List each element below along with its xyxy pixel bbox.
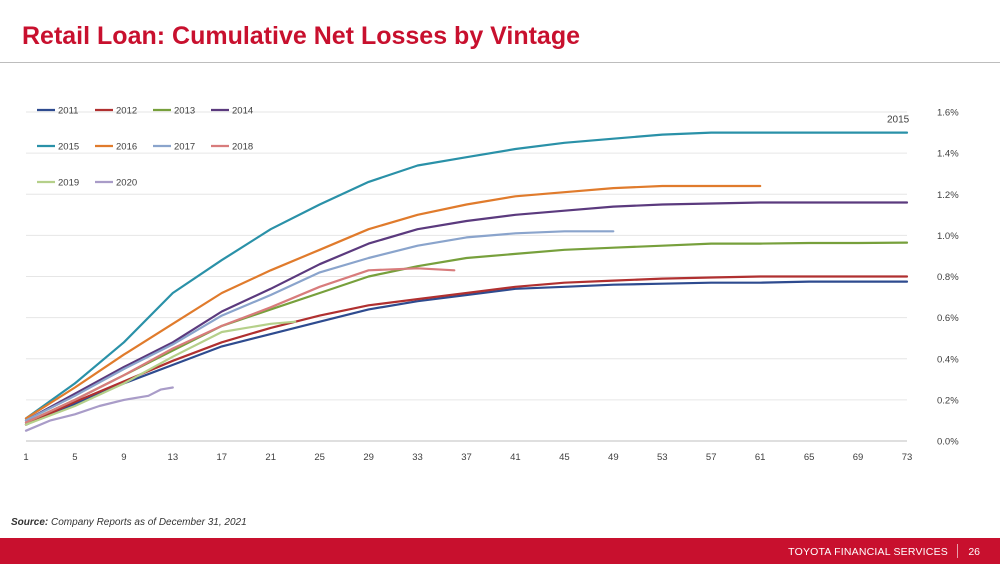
source-text: Company Reports as of December 31, 2021	[48, 517, 247, 528]
series-line-2011	[24, 280, 909, 426]
legend-label-2015: 2015	[58, 142, 79, 153]
chart-axes: 0.0% 0.2% 0.4% 0.6% 0.8% 1.0% 1.2% 1.4% 1.6% 1 5 9 1…	[23, 108, 959, 464]
legend-label-2016: 2016	[116, 142, 137, 153]
page-title: Retail Loan: Cumulative Net Losses by Vi…	[22, 22, 581, 50]
series-line-2020	[24, 386, 174, 432]
legend-label-2012: 2012	[116, 106, 137, 117]
legend-label-2011: 2011	[58, 106, 78, 117]
footer-company: TOYOTA FINANCIAL SERVICES	[788, 546, 948, 558]
y-tick-label: 0.4%	[937, 354, 959, 365]
annotation-2015: 2015	[887, 115, 910, 126]
x-tick-label: 5	[72, 452, 77, 463]
y-tick-label: 1.4%	[937, 149, 959, 160]
footer-bar: TOYOTA FINANCIAL SERVICES 26	[0, 538, 1000, 564]
series-line-2019	[24, 320, 297, 426]
x-tick-label: 53	[657, 452, 668, 463]
y-tick-label: 0.8%	[937, 272, 959, 283]
x-tick-label: 61	[755, 452, 766, 463]
x-tick-label: 33	[412, 452, 423, 463]
x-tick-label: 45	[559, 452, 570, 463]
x-tick-label: 69	[853, 452, 864, 463]
x-tick-label: 73	[902, 452, 913, 463]
x-tick-label: 17	[216, 452, 227, 463]
y-tick-label: 1.2%	[937, 190, 959, 201]
x-tick-label: 37	[461, 452, 472, 463]
legend-label-2020: 2020	[116, 178, 137, 189]
y-tick-label: 1.0%	[937, 231, 959, 242]
legend-label-2019: 2019	[58, 178, 79, 189]
series-line-2018	[24, 267, 456, 424]
x-tick-label: 1	[23, 452, 28, 463]
series-line-2012	[24, 275, 909, 426]
footer-separator	[957, 544, 958, 558]
series-line-2013	[24, 241, 909, 424]
x-tick-label: 65	[804, 452, 815, 463]
series-line-2014	[24, 201, 909, 422]
x-tick-label: 41	[510, 452, 521, 463]
y-tick-label: 0.2%	[937, 395, 959, 406]
x-tick-label: 9	[121, 452, 126, 463]
page-number: 26	[968, 546, 980, 558]
series-line-2015	[24, 131, 909, 420]
y-tick-label: 0.0%	[937, 437, 959, 448]
x-tick-label: 29	[363, 452, 374, 463]
x-tick-label: 21	[265, 452, 276, 463]
chart-gridlines	[26, 111, 907, 442]
y-tick-label: 0.6%	[937, 313, 959, 324]
legend-label-2013: 2013	[174, 106, 195, 117]
vintage-loss-chart: 0.0% 0.2% 0.4% 0.6% 0.8% 1.0% 1.2% 1.4% 1.6% 1 5 9 1…	[23, 106, 959, 464]
x-tick-label: 57	[706, 452, 717, 463]
chart-legend: 2011 2012 2013 2014 2015 2016 2017 2018 2019 2020	[37, 106, 253, 189]
series-line-2017	[24, 230, 615, 422]
x-tick-label: 13	[168, 452, 179, 463]
y-tick-label: 1.6%	[937, 108, 959, 119]
title-divider	[0, 62, 1000, 63]
chart-series	[24, 131, 909, 432]
x-tick-label: 25	[314, 452, 325, 463]
legend-label-2017: 2017	[174, 142, 195, 153]
legend-label-2014: 2014	[232, 106, 253, 117]
series-line-2016	[24, 184, 762, 420]
x-tick-label: 49	[608, 452, 619, 463]
source-note: Source: Company Reports as of December 3…	[11, 517, 247, 528]
source-label: Source:	[11, 517, 49, 528]
legend-label-2018: 2018	[232, 142, 253, 153]
